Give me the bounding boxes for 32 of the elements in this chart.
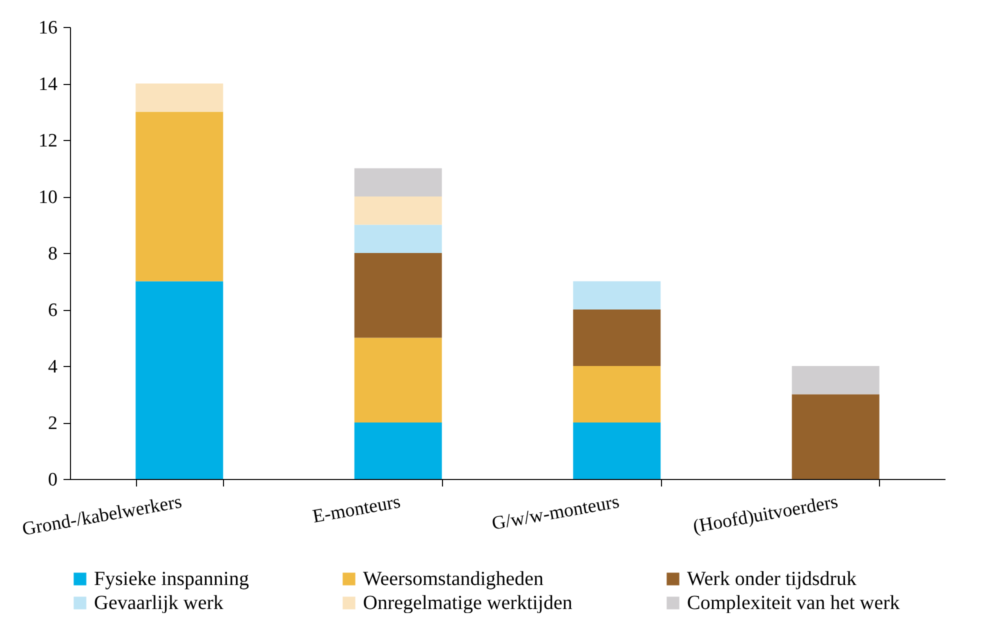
bar (354, 253, 442, 338)
legend-label: Weersomstandigheden (363, 568, 544, 590)
y-tick-label: 0 (48, 470, 58, 490)
bar (792, 394, 880, 479)
bar (136, 112, 224, 282)
bar (354, 196, 442, 225)
legend-label: Complexiteit van het werk (687, 592, 900, 614)
x-tick-label: G/w/w-monteurs (490, 492, 621, 535)
y-tick-label: 14 (38, 74, 58, 95)
y-tick-label: 6 (48, 300, 58, 321)
bar (354, 338, 442, 422)
y-tick-label: 8 (48, 244, 58, 264)
y-tick-label: 12 (38, 130, 58, 152)
legend-label: Fysieke inspanning (94, 568, 249, 590)
bar (354, 168, 442, 196)
bar (573, 281, 661, 310)
bar (136, 84, 224, 112)
y-tick-label: 4 (48, 356, 58, 378)
bar (354, 422, 442, 479)
bar (573, 366, 661, 422)
bar (573, 422, 661, 479)
x-tick-label: E-monteurs (311, 492, 402, 528)
bar (573, 310, 661, 366)
legend-label: Onregelmatige werktijden (363, 592, 572, 614)
y-tick-label: 2 (48, 413, 58, 434)
legend-label: Gevaarlijk werk (94, 592, 224, 614)
y-tick-label: 16 (38, 18, 58, 38)
y-tick-label: 10 (38, 187, 58, 208)
bar (792, 366, 880, 394)
bar (136, 281, 224, 479)
bar (354, 224, 442, 253)
legend-label: Werk onder tijdsdruk (687, 568, 856, 590)
